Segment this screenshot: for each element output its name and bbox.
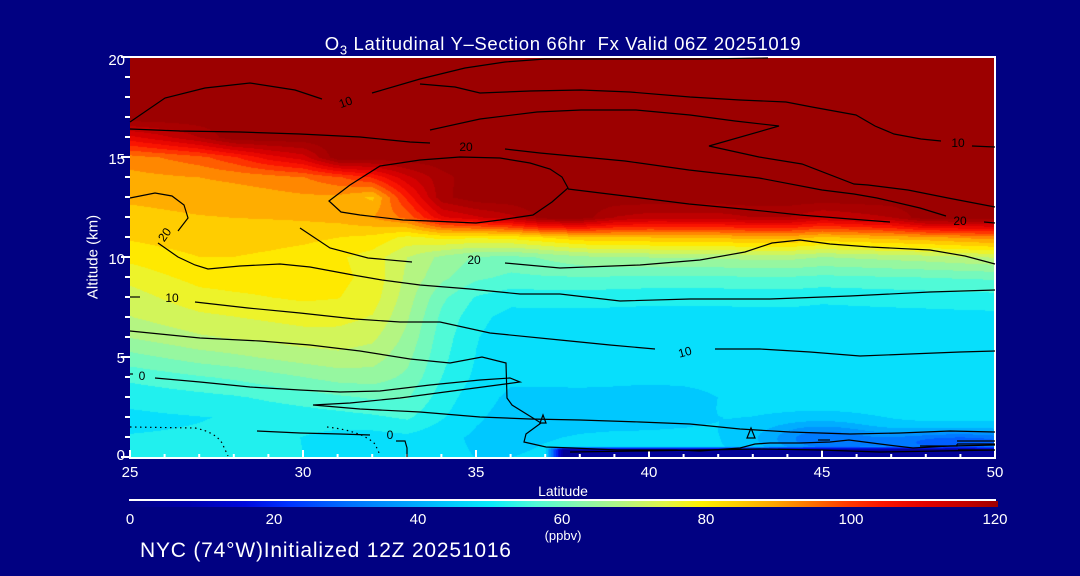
svg-text:10: 10	[951, 136, 965, 150]
svg-text:10: 10	[165, 291, 179, 305]
svg-text:20: 20	[155, 225, 174, 244]
svg-text:10: 10	[677, 344, 694, 361]
svg-text:20: 20	[467, 253, 481, 267]
svg-text:10: 10	[337, 93, 355, 111]
svg-text:0: 0	[139, 369, 146, 383]
svg-text:20: 20	[953, 214, 967, 228]
svg-text:20: 20	[459, 140, 473, 154]
svg-text:0: 0	[387, 428, 394, 442]
